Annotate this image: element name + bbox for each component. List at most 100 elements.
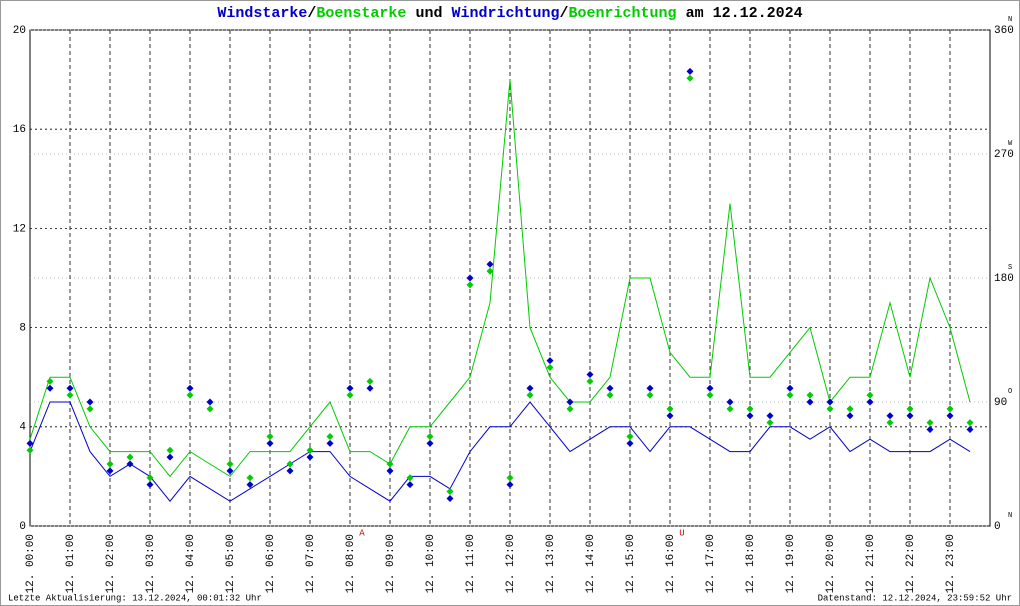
direction-marker (66, 391, 74, 399)
direction-marker (106, 467, 114, 475)
direction-label: S (1008, 264, 1012, 272)
y2-tick-label: 0 (994, 521, 1001, 533)
direction-marker (406, 481, 414, 489)
x-tick-label: 12. 14:00 (585, 534, 597, 593)
direction-marker (666, 405, 674, 413)
x-tick-label: 12. 06:00 (265, 534, 277, 593)
direction-marker (26, 446, 34, 454)
direction-marker (606, 384, 614, 392)
x-tick-label: 12. 09:00 (385, 534, 397, 593)
x-tick-label: 12. 07:00 (305, 534, 317, 593)
direction-marker (706, 384, 714, 392)
direction-marker (486, 267, 494, 275)
direction-marker (766, 419, 774, 427)
series-line (29, 401, 971, 502)
chart-title: Windstarke/Boenstarke und Windrichtung/B… (217, 5, 802, 22)
direction-marker (546, 357, 554, 365)
direction-label: O (1008, 388, 1012, 396)
y2-tick-label: 90 (994, 397, 1007, 409)
direction-marker (266, 432, 274, 440)
direction-marker (466, 281, 474, 289)
direction-marker (866, 398, 874, 406)
direction-marker (306, 453, 314, 461)
direction-marker (306, 446, 314, 454)
direction-marker (646, 391, 654, 399)
title-part: / (307, 5, 316, 22)
title-part: Windrichtung (451, 5, 559, 22)
direction-marker (506, 481, 514, 489)
direction-marker (426, 439, 434, 447)
direction-marker (166, 446, 174, 454)
x-tick-label: 12. 08:00 (345, 534, 357, 593)
direction-marker (806, 398, 814, 406)
annotation: A (359, 528, 365, 538)
direction-marker (66, 384, 74, 392)
direction-marker (586, 377, 594, 385)
x-tick-label: 12. 21:00 (865, 534, 877, 593)
y2-tick-label: 270 (994, 149, 1014, 161)
direction-marker (206, 398, 214, 406)
direction-marker (106, 460, 114, 468)
direction-marker (586, 370, 594, 378)
direction-marker (146, 481, 154, 489)
y2-tick-label: 360 (994, 25, 1014, 37)
x-tick-label: 12. 15:00 (625, 534, 637, 593)
footer-left: Letzte Aktualisierung: 13.12.2024, 00:01… (8, 593, 262, 603)
direction-marker (146, 474, 154, 482)
title-part: / (560, 5, 569, 22)
direction-marker (506, 474, 514, 482)
y-tick-label: 12 (13, 223, 26, 235)
direction-marker (46, 384, 54, 392)
x-tick-label: 12. 18:00 (745, 534, 757, 593)
direction-marker (746, 405, 754, 413)
direction-marker (786, 384, 794, 392)
direction-marker (686, 74, 694, 82)
direction-marker (346, 384, 354, 392)
direction-label: W (1008, 140, 1013, 148)
direction-marker (906, 412, 914, 420)
direction-marker (46, 377, 54, 385)
y2-tick-label: 180 (994, 273, 1014, 285)
direction-marker (546, 364, 554, 372)
direction-marker (906, 405, 914, 413)
y-tick-label: 8 (19, 323, 26, 335)
direction-marker (406, 474, 414, 482)
direction-marker (466, 274, 474, 282)
direction-marker (526, 384, 534, 392)
direction-marker (286, 467, 294, 475)
direction-marker (26, 439, 34, 447)
y-tick-label: 16 (13, 124, 26, 136)
direction-marker (626, 439, 634, 447)
title-part: am 12.12.2024 (686, 5, 803, 22)
x-tick-label: 12. 01:00 (65, 534, 77, 593)
direction-marker (806, 391, 814, 399)
direction-marker (726, 398, 734, 406)
direction-marker (386, 460, 394, 468)
direction-marker (186, 391, 194, 399)
title-part: Boenrichtung (569, 5, 677, 22)
footer-right: Datenstand: 12.12.2024, 23:59:52 Uhr (818, 593, 1012, 603)
direction-marker (886, 419, 894, 427)
direction-marker (946, 405, 954, 413)
direction-marker (126, 460, 134, 468)
x-tick-label: 12. 13:00 (545, 534, 557, 593)
series-line (29, 79, 971, 478)
direction-marker (706, 391, 714, 399)
direction-marker (666, 412, 674, 420)
direction-marker (426, 432, 434, 440)
x-tick-label: 12. 11:00 (465, 534, 477, 593)
y-tick-label: 20 (13, 25, 26, 37)
direction-marker (166, 453, 174, 461)
x-tick-label: 12. 12:00 (505, 534, 517, 593)
direction-marker (266, 439, 274, 447)
direction-marker (846, 405, 854, 413)
x-tick-label: 12. 20:00 (825, 534, 837, 593)
direction-marker (526, 391, 534, 399)
direction-marker (966, 426, 974, 434)
direction-marker (126, 453, 134, 461)
title-part: Windstarke (217, 5, 307, 22)
x-tick-label: 12. 16:00 (665, 534, 677, 593)
direction-label: N (1008, 512, 1012, 520)
direction-marker (926, 426, 934, 434)
direction-marker (446, 494, 454, 502)
